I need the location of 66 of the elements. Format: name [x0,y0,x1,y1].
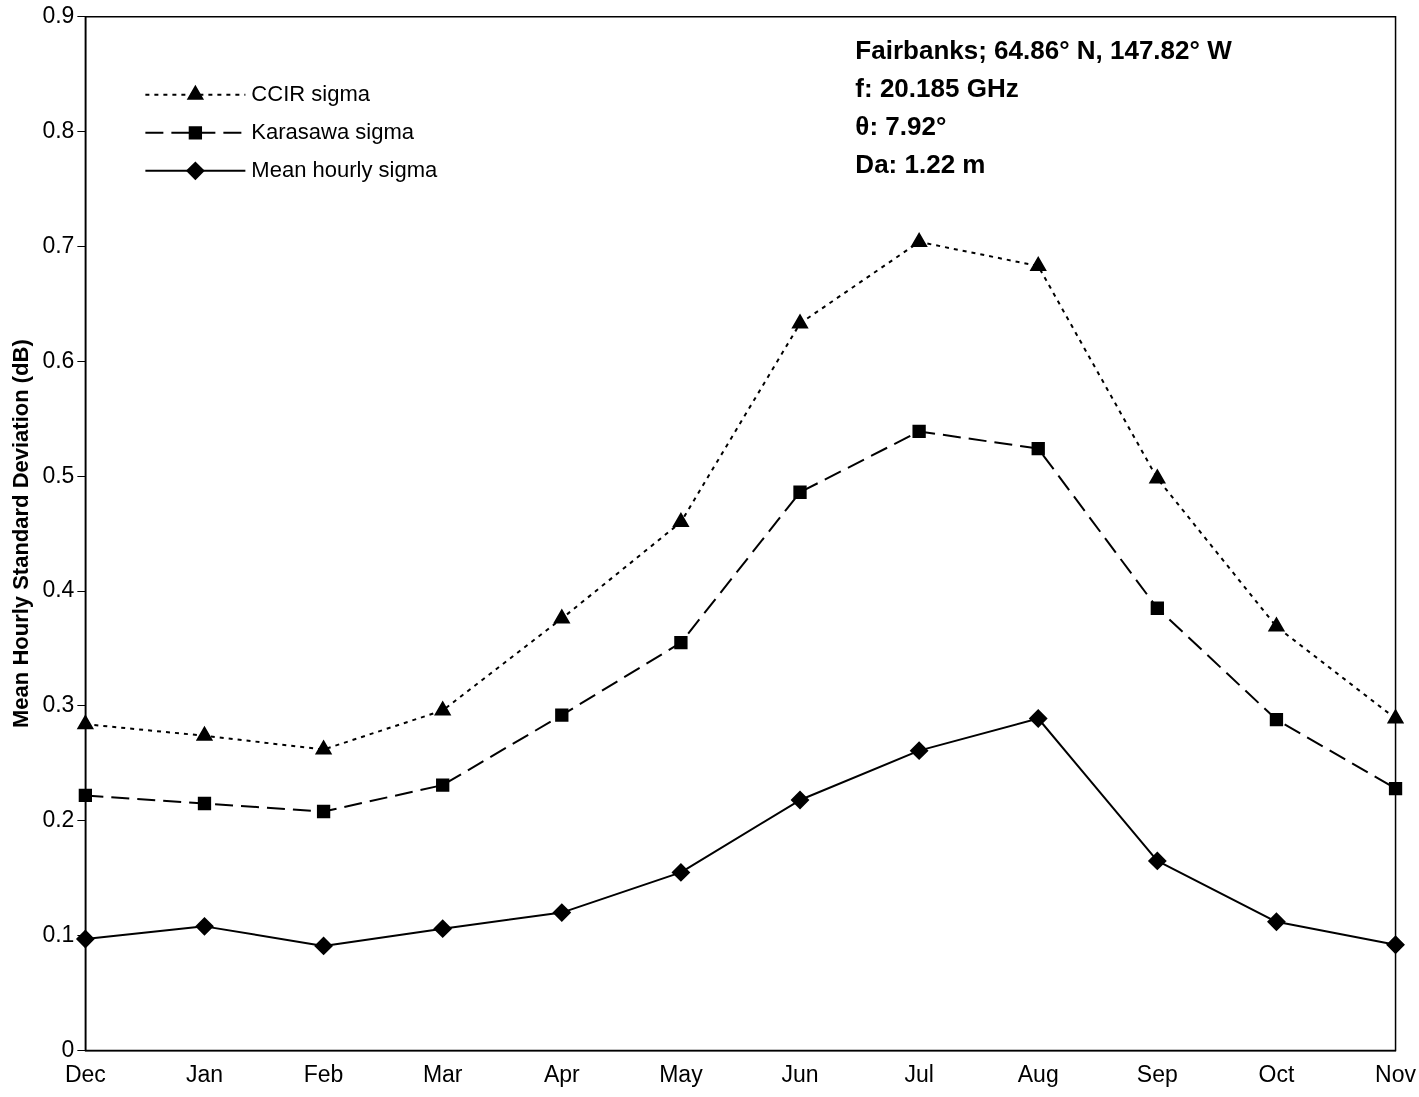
y-tick-label: 0.1 [42,920,75,947]
legend-label: Mean hourly sigma [251,156,438,182]
point [911,232,928,247]
point [315,740,332,755]
point [1268,617,1285,632]
point [1148,851,1167,870]
point [1269,712,1284,727]
annotation: θ: 7.92° [855,110,947,141]
x-tick-label: Oct [1258,1060,1295,1087]
y-tick-label: 0.8 [42,116,75,143]
point [195,917,214,936]
x-tick-label: Nov [1375,1060,1417,1087]
point [671,863,690,882]
point [1029,709,1048,728]
point [197,796,212,811]
point [1149,469,1166,484]
x-tick-label: Mar [422,1060,463,1087]
y-axis-title: Mean Hourly Standard Deviation (dB) [8,339,34,728]
x-tick-label: Jan [185,1060,224,1087]
x-tick-label: Dec [64,1060,106,1087]
y-tick-label: 0.4 [42,576,75,603]
y-tick-label: 0.6 [42,346,75,373]
point [793,485,807,499]
point [316,804,331,819]
point [1388,781,1403,796]
point [910,741,929,760]
point [78,788,93,803]
point [76,930,95,948]
annotation: Da: 1.22 m [855,148,986,179]
x-tick-label: Aug [1017,1060,1059,1087]
point [552,903,571,922]
point [314,936,333,955]
point [674,636,688,650]
y-tick-label: 0.9 [42,2,75,29]
annotation: Fairbanks; 64.86° N, 147.82° W [855,34,1233,65]
point [1150,601,1164,615]
point [433,919,452,938]
x-tick-label: May [659,1060,704,1087]
y-tick-label: 0.5 [42,461,75,488]
point [196,726,213,741]
point [672,513,689,528]
x-tick-label: Sep [1136,1060,1178,1087]
y-tick-label: 0 [61,1035,75,1062]
annotation: f: 20.185 GHz [855,72,1019,103]
point [912,424,926,439]
point [77,715,94,730]
x-tick-label: Apr [543,1060,581,1087]
legend-label: CCIR sigma [251,80,371,106]
x-tick-label: Jul [904,1060,934,1087]
point [792,314,808,329]
point [555,708,569,722]
point [1386,935,1405,954]
x-tick-label: Feb [303,1060,344,1087]
y-tick-label: 0.3 [42,691,75,718]
legend-label: Karasawa sigma [251,118,415,144]
y-tick-label: 0.7 [42,231,75,258]
point [436,778,450,792]
point [1030,257,1047,272]
x-tick-label: Jun [781,1060,819,1087]
point [1267,912,1286,931]
point [434,701,451,716]
point [1031,441,1045,456]
y-tick-label: 0.2 [42,806,75,833]
point [1387,709,1404,724]
point [791,791,810,810]
point [553,609,570,624]
